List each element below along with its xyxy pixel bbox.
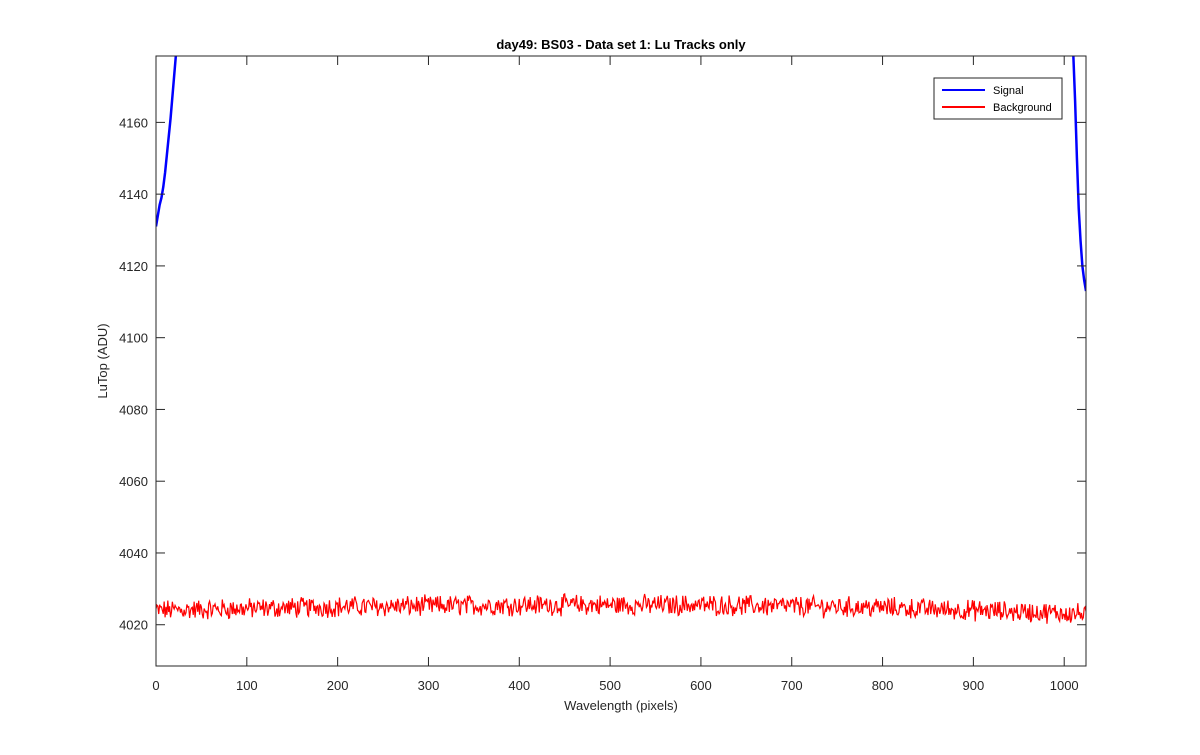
y-tick-label: 4080 (119, 402, 148, 417)
y-tick-label: 4040 (119, 546, 148, 561)
legend: Signal Background (933, 77, 1063, 120)
series-line-background (156, 592, 1086, 624)
x-tick-label: 100 (236, 678, 258, 693)
x-tick-label: 500 (599, 678, 621, 693)
x-tick-label: 200 (327, 678, 349, 693)
y-tick-label: 4060 (119, 474, 148, 489)
x-tick-label: 0 (152, 678, 159, 693)
y-axis-label: LuTop (ADU) (95, 323, 110, 398)
y-tick-label: 4160 (119, 115, 148, 130)
y-tick-label: 4140 (119, 187, 148, 202)
ticks-layer: 0 100 200 300 400 500 600 700 800 900 1000 4020 4040… (119, 56, 1086, 693)
x-tick-label: 1000 (1050, 678, 1079, 693)
y-tick-label: 4100 (119, 331, 148, 346)
x-tick-label: 600 (690, 678, 712, 693)
x-axis-label: Wavelength (pixels) (564, 698, 678, 713)
x-tick-label: 800 (872, 678, 894, 693)
x-tick-label: 400 (508, 678, 530, 693)
legend-label-background: Background (993, 102, 1052, 114)
series-line-signal-segment-0 (156, 56, 178, 227)
y-tick-label: 4120 (119, 259, 148, 274)
series-layer (156, 56, 1086, 624)
series-line-signal-segment-1 (1072, 56, 1086, 292)
x-tick-label: 300 (418, 678, 440, 693)
legend-box (933, 77, 1063, 120)
legend-label-signal: Signal (993, 85, 1024, 97)
axes-box (155, 55, 1087, 667)
x-tick-label: 700 (781, 678, 803, 693)
plot-area (156, 56, 1086, 666)
y-tick-label: 4020 (119, 618, 148, 633)
chart-title: day49: BS03 - Data set 1: Lu Tracks only (496, 37, 746, 52)
x-tick-label: 900 (963, 678, 985, 693)
